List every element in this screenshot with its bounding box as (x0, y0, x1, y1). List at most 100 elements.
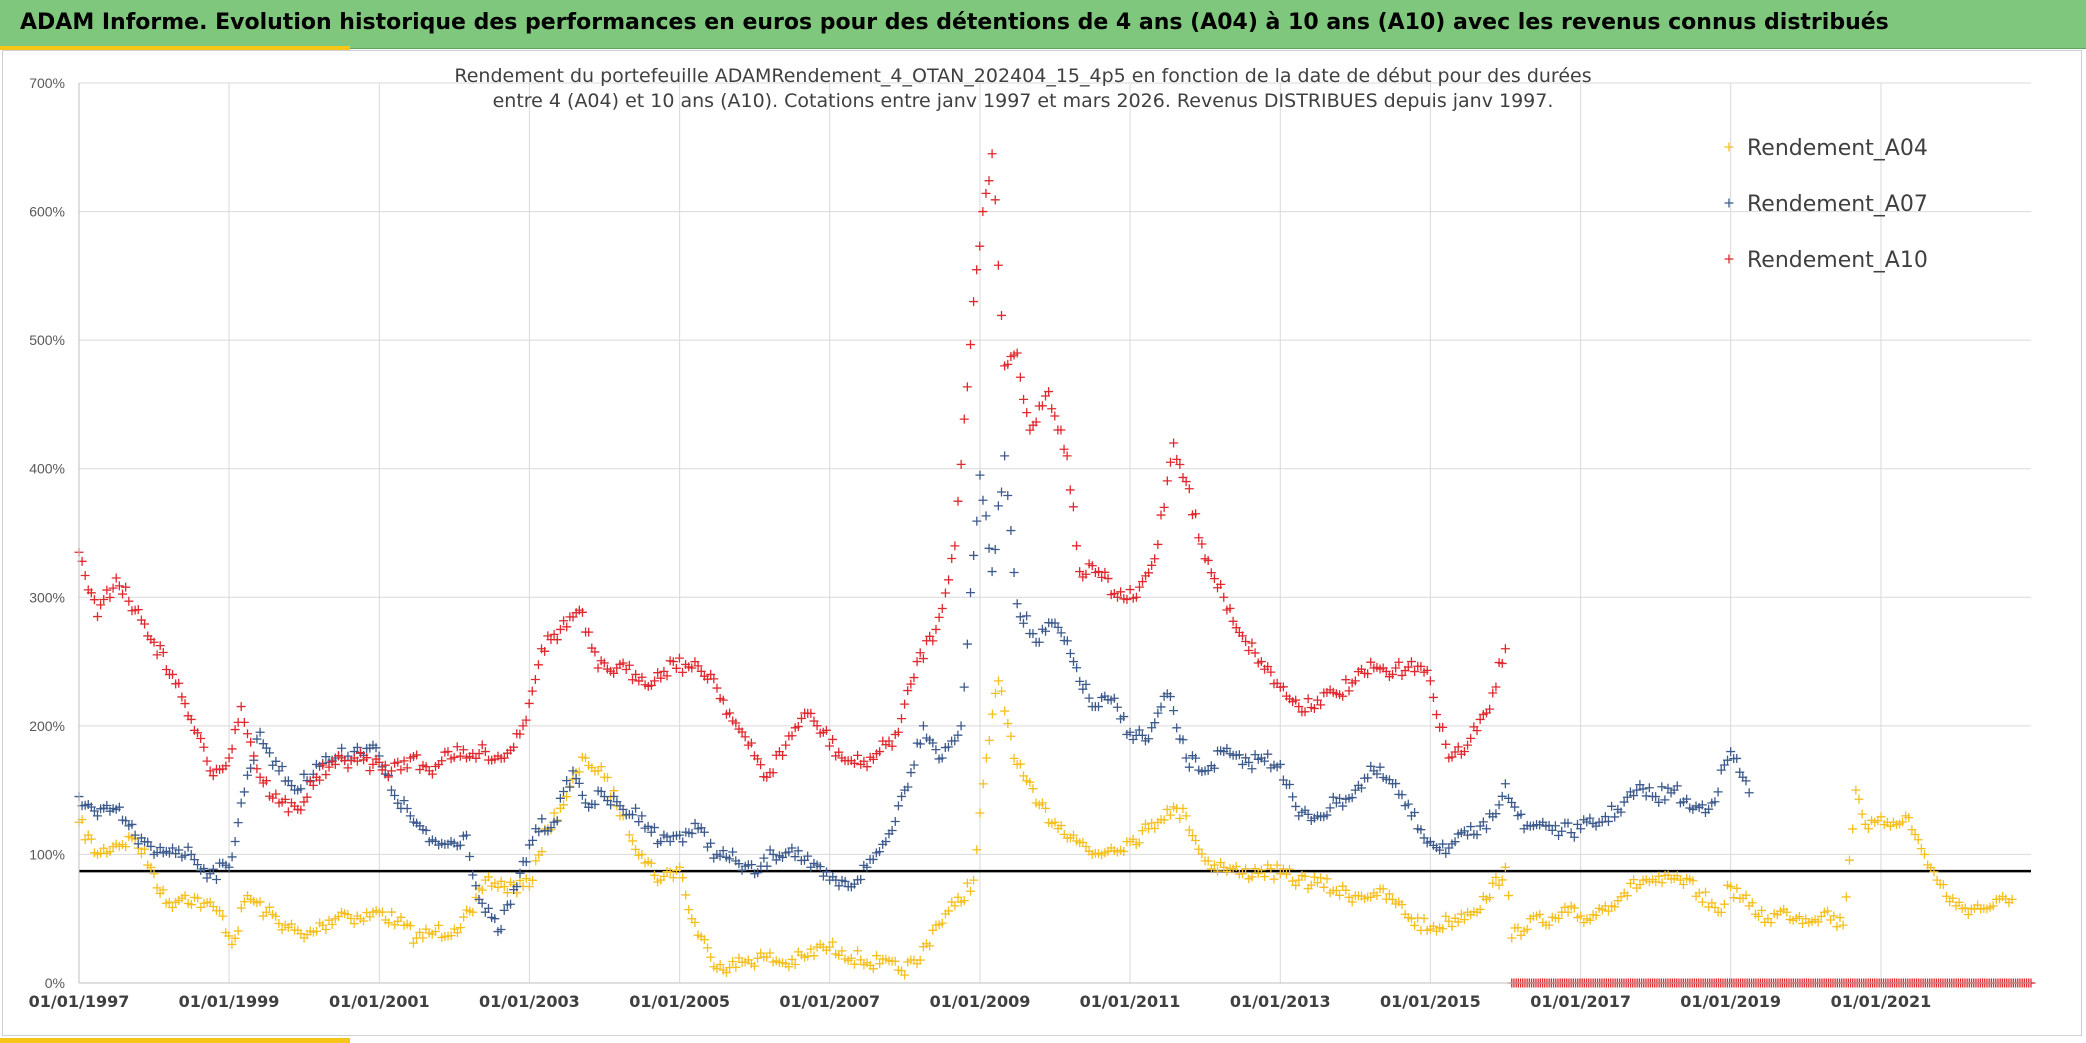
data-point (1244, 757, 1254, 767)
data-point (1237, 759, 1247, 769)
data-point (1710, 903, 1720, 913)
chart-title-line-1: Rendement du portefeuille ADAMRendement_… (454, 65, 1591, 87)
data-point (1134, 838, 1144, 848)
data-point (562, 776, 572, 786)
data-point (1719, 760, 1729, 770)
header-title: ADAM Informe. Evolution historique des p… (20, 10, 1889, 35)
data-point (706, 838, 716, 848)
data-point (878, 839, 888, 849)
data-point (990, 195, 1000, 205)
data-point (822, 867, 832, 877)
data-point (975, 470, 985, 480)
data-point (1309, 813, 1319, 823)
data-point (678, 837, 688, 847)
data-point (1034, 637, 1044, 647)
data-point (1500, 779, 1510, 789)
data-point (596, 762, 606, 772)
data-point (912, 657, 922, 667)
data-point (784, 962, 794, 972)
data-point (915, 739, 925, 749)
data-point (86, 588, 96, 598)
data-point (674, 653, 684, 663)
data-point (93, 612, 103, 622)
data-point (1494, 800, 1504, 810)
data-point (546, 823, 556, 833)
data-point (624, 830, 634, 840)
data-point (218, 911, 228, 921)
data-point (1335, 890, 1345, 900)
data-point (875, 959, 885, 969)
data-point (1097, 572, 1107, 582)
data-point (1507, 798, 1517, 808)
x-tick-label: 01/01/2017 (1530, 992, 1631, 1011)
data-point (1103, 574, 1113, 584)
data-point (233, 926, 243, 936)
data-point (1497, 658, 1507, 668)
data-point (1197, 539, 1207, 549)
data-point (1015, 759, 1025, 769)
data-point (537, 847, 547, 857)
data-point (728, 956, 738, 966)
data-point (549, 808, 559, 818)
data-point (1472, 830, 1482, 840)
data-point (1438, 722, 1448, 732)
data-point (624, 660, 634, 670)
data-point (709, 853, 719, 863)
data-point (627, 836, 637, 846)
data-point (1081, 569, 1091, 579)
data-point (1672, 781, 1682, 791)
data-point (1015, 372, 1025, 382)
data-point (402, 763, 412, 773)
data-point (1294, 702, 1304, 712)
data-point (909, 760, 919, 770)
data-point (1857, 809, 1867, 819)
data-point (1065, 485, 1075, 495)
data-point (947, 897, 957, 907)
data-point (649, 870, 659, 880)
data-point (158, 885, 168, 895)
data-point (383, 772, 393, 782)
data-point (537, 814, 547, 824)
data-point (681, 890, 691, 900)
data-point (931, 624, 941, 634)
data-point (1966, 904, 1976, 914)
data-point (956, 721, 966, 731)
data-point (518, 721, 528, 731)
data-point (1100, 567, 1110, 577)
data-point (834, 747, 844, 757)
data-point (609, 791, 619, 801)
data-point (693, 661, 703, 671)
data-point (271, 911, 281, 921)
data-point (534, 827, 544, 837)
data-point (1178, 472, 1188, 482)
data-point (1453, 917, 1463, 927)
data-point (1119, 712, 1129, 722)
data-point (1322, 874, 1332, 884)
data-point (1241, 753, 1251, 763)
data-point (1757, 905, 1767, 915)
data-point (449, 752, 459, 762)
data-point (1794, 912, 1804, 922)
data-point (1156, 510, 1166, 520)
data-point (931, 745, 941, 755)
data-point (227, 852, 237, 862)
data-point (1194, 533, 1204, 543)
data-point (1678, 880, 1688, 890)
data-point (1347, 897, 1357, 907)
data-point (377, 765, 387, 775)
data-point (868, 854, 878, 864)
data-point (552, 816, 562, 826)
data-point (440, 747, 450, 757)
data-point (1175, 813, 1185, 823)
data-point (981, 753, 991, 763)
data-point (199, 864, 209, 874)
data-point (1165, 810, 1175, 820)
data-point (1169, 706, 1179, 716)
data-point (1090, 567, 1100, 577)
data-point (528, 835, 538, 845)
data-point (549, 629, 559, 639)
legend: Rendement_A04 Rendement_A07 Rendement_A10 (1724, 136, 1928, 273)
data-point (1112, 702, 1122, 712)
data-point (471, 753, 481, 763)
data-point (1929, 867, 1939, 877)
